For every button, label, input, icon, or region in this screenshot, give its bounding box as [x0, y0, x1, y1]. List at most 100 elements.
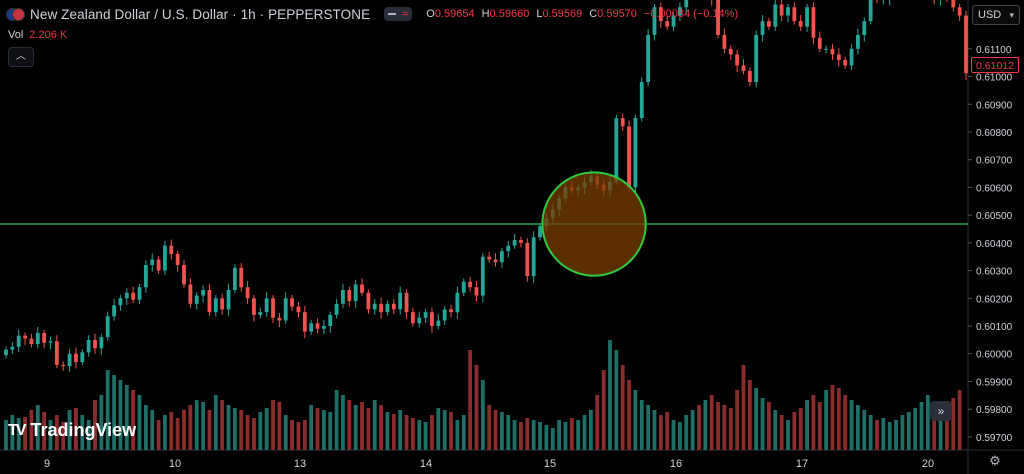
volume-bar	[824, 390, 829, 450]
y-tick-label: 0.60500	[976, 211, 1013, 222]
candle	[455, 286, 460, 319]
y-tick-label: 0.60200	[976, 294, 1013, 305]
gear-icon[interactable]: ⚙	[989, 453, 1001, 468]
volume-bar	[449, 412, 453, 450]
currency-selector[interactable]: USD ▾	[972, 5, 1020, 25]
candle	[798, 14, 803, 32]
volume-bar	[309, 405, 314, 450]
volume-bar	[163, 415, 167, 450]
high-value: 0.59660	[489, 8, 530, 20]
candle	[360, 278, 364, 297]
candle	[728, 45, 733, 60]
candle	[678, 2, 682, 22]
volume-bar	[99, 395, 104, 450]
candle	[86, 335, 91, 357]
volume-bar	[519, 422, 523, 450]
candle	[302, 306, 307, 339]
volume-bar	[550, 428, 555, 450]
volume-bar	[849, 400, 854, 450]
volume-bar	[271, 400, 275, 450]
volume-bar	[10, 415, 15, 450]
volume-bar	[54, 415, 59, 450]
scroll-to-realtime-button[interactable]: »	[930, 401, 952, 421]
volume-bar	[461, 415, 466, 450]
volume-bar	[105, 370, 110, 450]
indicator-toggle[interactable]: ≈	[384, 7, 413, 21]
volume-bar	[868, 415, 873, 450]
volume-bar	[436, 408, 441, 450]
y-tick-label: 0.61100	[976, 45, 1012, 56]
candle	[252, 294, 256, 322]
candle	[461, 278, 466, 297]
candle	[531, 231, 536, 283]
highlight-circle[interactable]	[541, 171, 647, 277]
tradingview-logo[interactable]: TV TradingView	[8, 420, 136, 441]
volume-bar	[786, 420, 790, 450]
x-tick-label: 16	[670, 458, 682, 470]
candle	[112, 299, 116, 321]
volume-bar	[805, 400, 809, 450]
tradingview-mark-icon: TV	[8, 421, 27, 439]
volume-bar	[646, 405, 651, 450]
volume-bar	[779, 415, 784, 450]
candle	[188, 278, 193, 309]
candle	[868, 0, 873, 25]
chevron-up-icon[interactable]: ︿	[8, 47, 34, 67]
candle	[836, 48, 841, 67]
candle	[652, 3, 657, 41]
volume-bar	[156, 420, 161, 450]
candle	[391, 299, 396, 314]
x-tick-label: 10	[169, 458, 181, 470]
chart-legend: New Zealand Dollar / U.S. Dollar · 1h · …	[6, 4, 738, 24]
volume-bar	[843, 395, 848, 450]
candle	[665, 14, 670, 30]
x-tick-label: 17	[796, 458, 808, 470]
x-tick-label: 20	[922, 458, 934, 470]
candle	[493, 253, 498, 267]
volume-bar	[614, 350, 619, 450]
volume-bar	[836, 388, 841, 450]
volume-bar	[366, 408, 371, 450]
candle	[315, 318, 320, 334]
volume-bar	[150, 410, 155, 450]
volume-bar	[595, 395, 600, 450]
volume-bar	[169, 412, 174, 450]
candle	[480, 253, 485, 303]
y-tick-label: 0.60900	[976, 100, 1013, 111]
symbol-title[interactable]: New Zealand Dollar / U.S. Dollar · 1h · …	[30, 6, 371, 22]
volume-bar	[633, 390, 638, 450]
volume-bar	[385, 412, 390, 450]
volume-bar	[684, 415, 689, 450]
volume-bar	[143, 405, 148, 450]
volume-bar	[347, 400, 352, 450]
volume-bar	[499, 412, 504, 450]
volume-bar	[639, 400, 644, 450]
y-tick-label: 0.60000	[976, 350, 1013, 361]
candle	[213, 294, 218, 317]
x-tick-label: 14	[420, 458, 432, 470]
symbol-flag-icon[interactable]	[6, 7, 25, 21]
volume-bar	[875, 420, 879, 450]
volume-bar	[42, 412, 47, 450]
candle	[54, 335, 59, 369]
volume-bar	[544, 425, 549, 450]
candle	[824, 45, 829, 54]
candle	[366, 289, 371, 314]
candle	[646, 28, 651, 87]
volume-bar	[767, 402, 771, 450]
volume-bar	[608, 340, 612, 450]
candle	[93, 333, 97, 354]
volume-bar	[468, 350, 473, 450]
volume-bar	[932, 405, 937, 450]
volume-bar	[728, 408, 733, 450]
candle	[131, 286, 136, 304]
volume-bar	[862, 410, 867, 450]
volume-bar	[919, 402, 924, 450]
candle	[862, 17, 867, 42]
volume-bar	[29, 410, 34, 450]
y-tick-label: 0.60800	[976, 128, 1013, 139]
volume-bar	[442, 410, 447, 450]
volume-bar	[913, 408, 918, 450]
volume-bar	[112, 375, 116, 450]
